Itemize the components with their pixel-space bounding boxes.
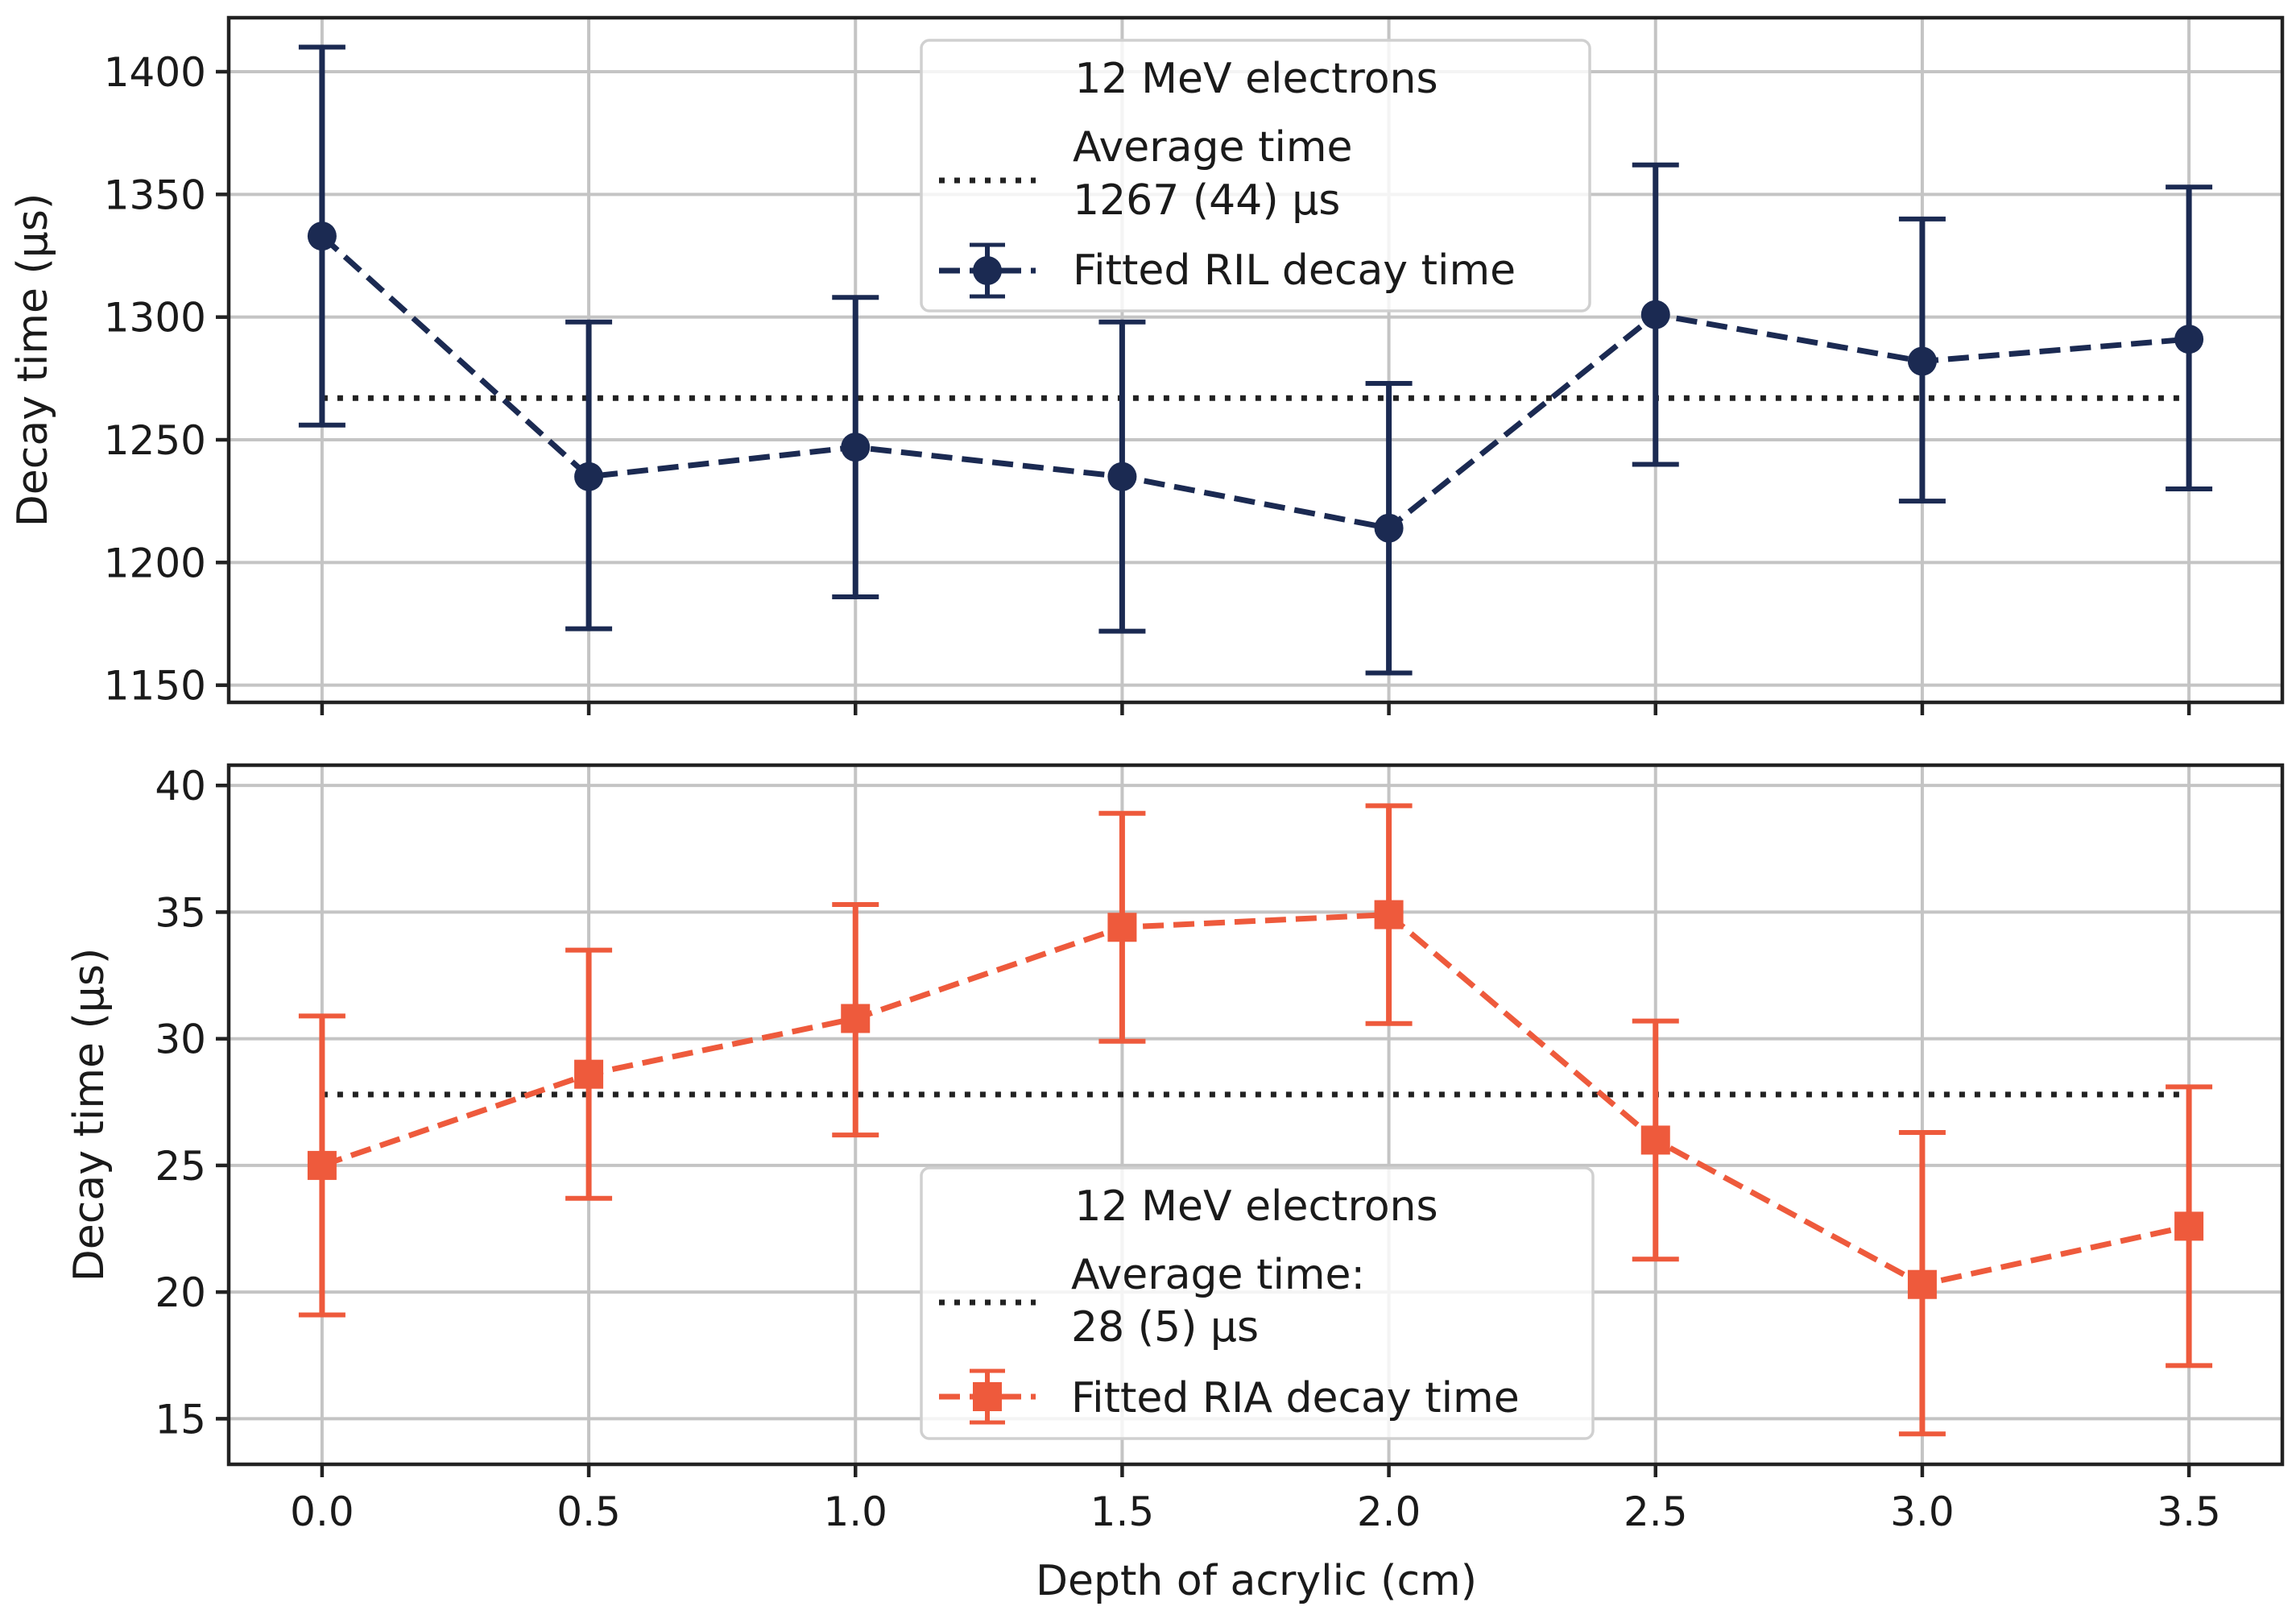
top-data-point xyxy=(1640,300,1670,329)
top-panel: 1150 1200 1250 1300 1350 1400 Decay time (µs)… xyxy=(9,15,2285,715)
bottom-legend-box xyxy=(920,1166,1595,1440)
top-legend-series-swatch xyxy=(939,242,1036,299)
x-tick-label: 3.0 xyxy=(1890,1488,1955,1535)
bot-data-point xyxy=(1107,913,1137,942)
bottom-y-axis-label: Decay time (µs) xyxy=(65,948,114,1282)
top-legend-average-line2: 1267 (44) µs xyxy=(1073,176,1340,225)
x-tick-label: 3.5 xyxy=(2157,1488,2221,1535)
bottom-legend-series-swatch xyxy=(939,1368,1036,1425)
top-y-axis-label: Decay time (µs) xyxy=(9,193,57,528)
bottom-plot-frame xyxy=(226,763,2285,1467)
top-y-tick-label: 1300 xyxy=(104,295,206,342)
bot-data-point xyxy=(307,1150,337,1180)
x-tick-label: 1.5 xyxy=(1090,1488,1155,1535)
bottom-legend-average-line1: Average time: xyxy=(1071,1251,1365,1299)
bottom-grid xyxy=(229,765,2282,1464)
top-data-point xyxy=(307,222,337,251)
top-legend-average-line1: Average time xyxy=(1073,123,1353,172)
bot-y-tick-label: 30 xyxy=(155,1016,206,1063)
top-plot-frame xyxy=(226,15,2285,705)
bot-data-point xyxy=(574,1059,604,1089)
bot-data-point xyxy=(1640,1125,1670,1155)
x-tick-label: 0.5 xyxy=(556,1488,621,1535)
top-series-line xyxy=(320,234,2190,532)
top-legend-box xyxy=(920,39,1591,313)
bottom-series xyxy=(298,803,2213,1437)
bot-legend-marker xyxy=(973,1382,1002,1411)
bot-data-point xyxy=(841,1004,871,1033)
x-axis-label: Depth of acrylic (cm) xyxy=(1036,1557,1477,1605)
bot-y-tick-label: 15 xyxy=(155,1396,206,1443)
top-y-tick-label: 1400 xyxy=(104,49,206,96)
top-data-point xyxy=(841,433,871,462)
bot-data-point xyxy=(2174,1211,2204,1241)
top-data-point xyxy=(1374,513,1404,543)
bottom-legend: 12 MeV electrons Average time: 28 (5) µs… xyxy=(920,1166,1595,1440)
bot-y-tick-label: 25 xyxy=(155,1143,206,1190)
top-y-tick-label: 1200 xyxy=(104,540,206,586)
bottom-panel: 15 20 25 30 35 40 0.0 0.5 1.0 1.5 2.0 2.5 3.0 3.5 De… xyxy=(65,763,2285,1605)
bot-y-tick-label: 35 xyxy=(155,889,206,936)
top-data-point xyxy=(1907,346,1937,376)
top-tick-marks xyxy=(216,69,2191,715)
top-legend-title: 12 MeV electrons xyxy=(1074,55,1438,103)
bottom-legend-series-label: Fitted RIA decay time xyxy=(1071,1374,1520,1422)
bottom-legend-average-line2: 28 (5) µs xyxy=(1071,1303,1259,1352)
top-y-tick-label: 1250 xyxy=(104,417,206,464)
bottom-y-tick-labels: 15 20 25 30 35 40 xyxy=(155,763,206,1443)
x-tick-label: 0.0 xyxy=(290,1488,354,1535)
x-tick-label: 1.0 xyxy=(823,1488,887,1535)
bot-data-point xyxy=(1374,900,1404,929)
top-y-tick-label: 1350 xyxy=(104,172,206,218)
top-legend-series-label: Fitted RIL decay time xyxy=(1073,246,1516,295)
top-data-point xyxy=(1107,462,1137,491)
x-tick-label: 2.5 xyxy=(1624,1488,1688,1535)
top-data-point xyxy=(2174,325,2204,354)
bot-data-point xyxy=(1907,1269,1937,1299)
bot-y-tick-label: 20 xyxy=(155,1269,206,1316)
bot-y-tick-label: 40 xyxy=(155,763,206,809)
top-series xyxy=(298,44,2213,676)
top-y-tick-labels: 1150 1200 1250 1300 1350 1400 xyxy=(104,49,206,710)
top-y-tick-label: 1150 xyxy=(104,663,206,710)
bottom-x-tick-labels: 0.0 0.5 1.0 1.5 2.0 2.5 3.0 3.5 xyxy=(290,1488,2221,1535)
top-legend-marker xyxy=(973,256,1002,285)
top-legend: 12 MeV electrons Average time 1267 (44) … xyxy=(920,39,1591,313)
x-tick-label: 2.0 xyxy=(1357,1488,1421,1535)
top-data-point xyxy=(574,462,604,491)
bottom-legend-title: 12 MeV electrons xyxy=(1074,1182,1438,1231)
bottom-tick-marks xyxy=(216,783,2191,1477)
